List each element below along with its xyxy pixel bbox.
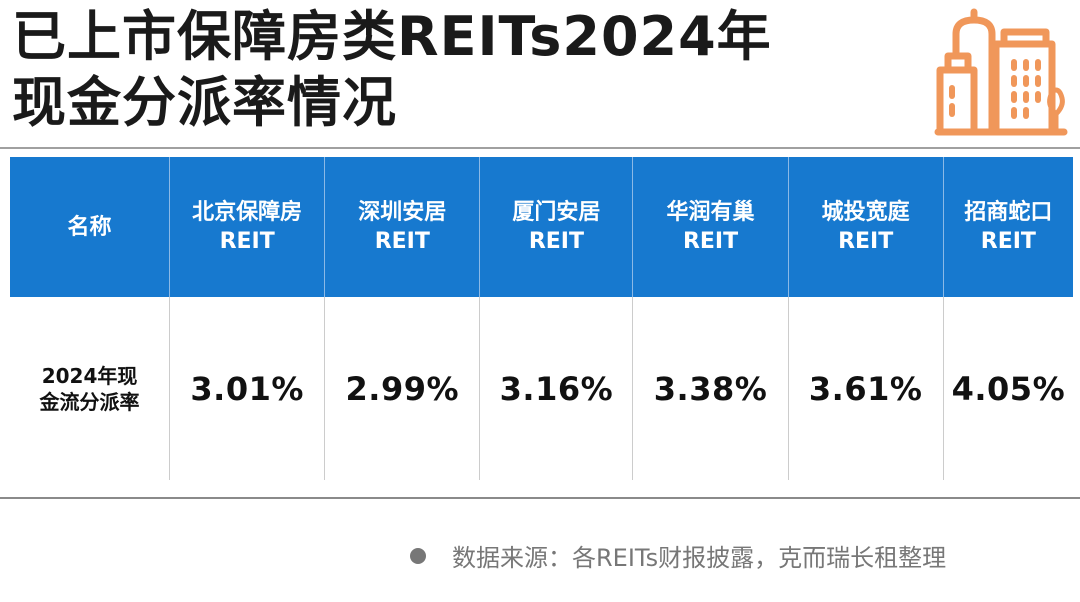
dividend-rate: 3.01% [190, 369, 304, 408]
header-cell-reit: 北京保障房 REIT [169, 157, 324, 297]
reit-name: 华润有巢 [666, 200, 755, 225]
city-buildings-icon [934, 8, 1068, 136]
dividend-rate: 4.05% [951, 369, 1066, 408]
title-line-1: 已上市保障房类REITs2024年 [12, 5, 772, 68]
table-header-row: 名称 北京保障房 REIT 深圳安居 REIT 厦门安居 REIT 华润有巢 R… [10, 157, 1073, 297]
reit-name: 北京保障房 [192, 200, 303, 225]
reit-suffix: REIT [980, 229, 1036, 254]
dividend-table: 名称 北京保障房 REIT 深圳安居 REIT 厦门安居 REIT 华润有巢 R… [10, 157, 1073, 480]
value-cell: 3.61% [787, 297, 943, 480]
reit-name: 城投宽庭 [821, 200, 910, 225]
header-cell-reit: 华润有巢 REIT [632, 157, 787, 297]
reit-suffix: REIT [374, 229, 430, 254]
reit-suffix: REIT [682, 229, 739, 254]
row-label-line-1: 2024年现 [41, 363, 138, 388]
header-cell-name: 名称 [10, 157, 169, 297]
page-title: 已上市保障房类REITs2024年 现金分派率情况 [12, 4, 772, 136]
dividend-rate: 3.38% [653, 369, 768, 408]
bullet-dot-icon [410, 547, 426, 564]
reit-suffix: REIT [219, 229, 275, 254]
value-cell: 3.16% [479, 297, 632, 480]
value-cell: 3.01% [169, 297, 324, 480]
header-label: 名称 [67, 214, 112, 240]
reit-name: 深圳安居 [358, 200, 447, 225]
header-cell-reit: 招商蛇口 REIT [942, 157, 1073, 297]
reit-name: 厦门安居 [512, 200, 601, 225]
row-label: 2024年现 金流分派率 [10, 297, 169, 480]
reit-suffix: REIT [838, 229, 894, 254]
value-cell: 3.38% [632, 297, 787, 480]
row-label-line-2: 金流分派率 [39, 389, 140, 414]
header-cell-reit: 城投宽庭 REIT [787, 157, 943, 297]
title-line-2: 现金分派率情况 [12, 71, 397, 134]
reit-name: 招商蛇口 [964, 200, 1053, 225]
dividend-rate: 2.99% [345, 369, 460, 408]
dividend-rate: 3.16% [499, 369, 614, 408]
source-text: 数据来源：各REITs财报披露，克而瑞长租整理 [452, 544, 947, 572]
value-cell: 2.99% [324, 297, 479, 480]
header-cell-reit: 深圳安居 REIT [324, 157, 479, 297]
table-row: 2024年现 金流分派率 3.01% 2.99% 3.16% 3.38% 3.6… [10, 297, 1073, 480]
top-divider [0, 147, 1080, 149]
reit-suffix: REIT [528, 229, 584, 254]
source-note: 数据来源：各REITs财报披露，克而瑞长租整理 [410, 538, 946, 573]
header-cell-reit: 厦门安居 REIT [479, 157, 632, 297]
dividend-rate: 3.61% [808, 369, 923, 408]
bottom-divider [0, 497, 1080, 499]
value-cell: 4.05% [942, 297, 1073, 480]
